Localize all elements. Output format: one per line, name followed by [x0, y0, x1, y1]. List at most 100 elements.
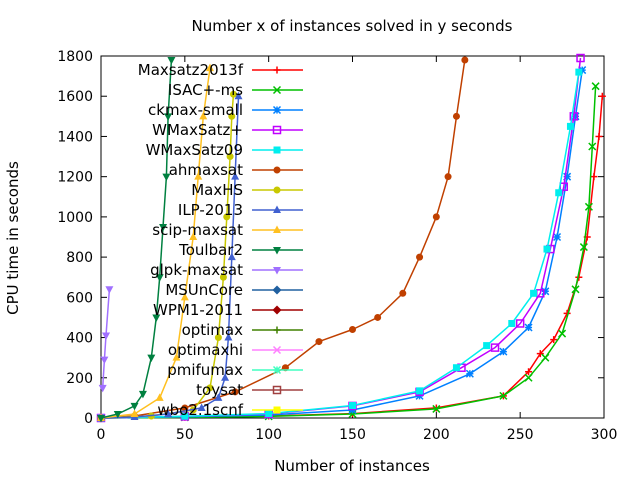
data-point — [595, 132, 603, 140]
data-point — [465, 369, 474, 378]
data-point — [525, 368, 533, 376]
data-point — [159, 223, 168, 232]
legend-entry: ahmaxsat — [169, 161, 303, 179]
data-point — [541, 287, 550, 296]
data-point — [164, 113, 173, 121]
data-point — [349, 402, 356, 410]
legend-label: toysat — [196, 381, 243, 399]
data-point — [575, 68, 583, 76]
legend-entry: MaxHS — [191, 181, 303, 199]
data-point — [461, 56, 469, 64]
legend-entry: WMaxSatz09 — [146, 141, 303, 159]
data-point — [152, 314, 161, 322]
data-point — [181, 412, 189, 420]
data-point — [138, 390, 147, 399]
legend-entry: MSUnCore — [165, 281, 303, 299]
data-point — [515, 319, 525, 328]
data-point — [563, 172, 572, 181]
data-point — [167, 57, 176, 65]
legend-label: WPM1-2011 — [153, 301, 243, 319]
data-point — [155, 274, 164, 282]
series-toulbar2 — [97, 57, 176, 423]
data-point — [265, 410, 273, 418]
data-point — [272, 345, 282, 355]
legend: Maxsatz2013f ISAC+-ms ckmax-small WMaxSatz+… — [138, 61, 303, 419]
data-point — [199, 111, 208, 120]
data-point — [181, 404, 189, 412]
data-point — [221, 373, 230, 381]
legend-label: WMaxSatz09 — [146, 141, 243, 159]
data-point — [105, 286, 114, 294]
data-point — [130, 409, 139, 417]
data-point — [231, 388, 239, 396]
data-point — [272, 305, 282, 315]
data-point — [227, 252, 236, 261]
y-tick-label: 400 — [66, 331, 93, 347]
data-point — [590, 173, 598, 181]
data-point — [273, 186, 281, 194]
data-point — [100, 356, 109, 365]
legend-label: WMaxSatz+ — [152, 121, 243, 139]
x-tick-label: 100 — [255, 427, 282, 443]
legend-label: ahmaxsat — [169, 161, 243, 179]
data-point — [231, 172, 240, 180]
x-ticks: 0 50 100 150 200 250 300 — [97, 56, 617, 443]
legend-entry: WPM1-2011 — [153, 301, 303, 319]
series-glpk-maxsat — [98, 286, 114, 393]
data-point — [524, 323, 533, 332]
y-tick-label: 1800 — [57, 49, 93, 65]
legend-label: MSUnCore — [165, 281, 243, 299]
data-point — [452, 364, 460, 372]
data-point — [234, 91, 243, 100]
data-point — [273, 205, 281, 213]
y-axis-label: CPU time in seconds — [4, 161, 22, 315]
data-point — [416, 253, 424, 261]
y-ticks: 0 200 400 600 800 1000 1200 1400 1600 1800 — [57, 49, 604, 427]
x-tick-label: 250 — [507, 427, 534, 443]
data-point — [113, 410, 122, 419]
data-point — [226, 153, 234, 161]
data-point — [147, 354, 156, 363]
data-point — [273, 166, 281, 174]
data-point — [553, 232, 562, 242]
data-point — [499, 347, 508, 356]
data-point — [591, 82, 600, 91]
legend-entry: toysat — [196, 381, 303, 399]
data-point — [164, 409, 173, 417]
data-point — [524, 373, 533, 382]
data-point — [432, 404, 441, 413]
data-point — [571, 285, 580, 294]
legend-label: ISAC+-ms — [168, 81, 243, 99]
data-point — [576, 53, 585, 63]
legend-label: Toulbar2 — [178, 241, 243, 259]
data-point — [228, 112, 236, 120]
data-point — [555, 189, 563, 197]
x-tick-label: 150 — [339, 427, 366, 443]
legend-entry: optimaxhi — [168, 341, 303, 359]
legend-label: Maxsatz2013f — [138, 61, 244, 79]
legend-label: ckmax-small — [148, 101, 243, 119]
y-tick-label: 600 — [66, 290, 93, 306]
y-tick-label: 1600 — [57, 89, 93, 105]
data-point — [536, 350, 544, 358]
y-tick-label: 1200 — [57, 170, 93, 186]
data-point — [205, 63, 214, 72]
series-line — [100, 96, 240, 419]
data-point — [102, 332, 111, 341]
y-tick-label: 0 — [84, 411, 93, 427]
data-point — [206, 384, 214, 392]
legend-entry: ckmax-small — [148, 101, 303, 119]
data-point — [224, 333, 233, 341]
legend-label: wbo2.1scnf — [157, 401, 243, 419]
data-point — [197, 403, 206, 411]
chart-title: Number x of instances solved in y second… — [192, 17, 513, 35]
data-point — [432, 213, 440, 221]
legend-entry: scip-maxsat — [152, 221, 303, 239]
legend-entry: pmifumax — [167, 361, 303, 379]
x-tick-label: 200 — [423, 427, 450, 443]
data-point — [272, 85, 282, 95]
data-point — [558, 329, 567, 338]
data-point — [499, 391, 508, 400]
legend-entry: ISAC+-ms — [168, 81, 303, 99]
